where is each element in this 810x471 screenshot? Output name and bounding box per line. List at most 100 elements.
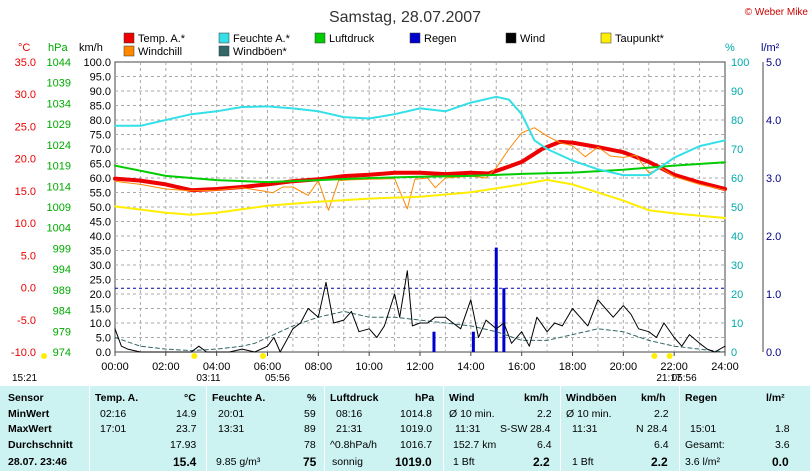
- wind-tick-label: 65.0: [90, 159, 111, 171]
- rain-tick-label: 2.0: [766, 231, 781, 243]
- legend-swatch: [409, 32, 421, 44]
- legend-label: Taupunkt*: [615, 33, 665, 45]
- pressure-tick-label: 1029: [47, 119, 71, 131]
- rain-today: 3.6 l/m²: [685, 456, 721, 468]
- x-tick-label: 16:00: [508, 361, 536, 373]
- humidity-tick-label: 10: [731, 318, 743, 330]
- gust-avg: 6.4: [654, 439, 669, 451]
- rain-tick-label: 3.0: [766, 173, 781, 185]
- axis-unit-labels: °C hPa km/h% l/m²: [18, 42, 780, 54]
- x-tick-label: 00:00: [101, 361, 129, 373]
- temp-tick-label: 30.0: [15, 89, 36, 101]
- gust-max: 28.4: [647, 423, 668, 435]
- legend-swatch: [123, 45, 135, 57]
- humidity-now: 75: [303, 455, 317, 469]
- credit-label: © Weber Mike: [745, 7, 809, 18]
- rain-bar: [471, 331, 475, 352]
- series-line: [114, 270, 726, 353]
- x-tick-label: 24:00: [711, 361, 739, 373]
- x-tick-label: 04:00: [203, 361, 231, 373]
- wind-tick-label: 5.0: [96, 333, 111, 345]
- chart-axes: 35.0 30.0 25.0 20.0 15.0 10.0 5.0 0.0 -5.0 -10.0 1…: [11, 57, 781, 359]
- temp-tick-label: -5.0: [17, 315, 36, 327]
- legend-label: Temp. A.*: [138, 33, 186, 45]
- temp-tick-label: 5.0: [21, 250, 36, 262]
- humidity-max: 89: [304, 423, 316, 435]
- wind-tick-label: 50.0: [90, 202, 111, 214]
- sun-time-label: 05:56: [265, 373, 290, 384]
- sun-marker: [191, 353, 198, 359]
- humidity-tick-label: 20: [731, 289, 743, 301]
- pressure-tick-label: 1024: [47, 140, 71, 152]
- gust-min: 2.2: [654, 408, 669, 420]
- pressure-tick-label: 1039: [47, 78, 71, 90]
- pressure-tick-label: 1019: [47, 161, 71, 173]
- humidity-unit: %: [307, 392, 317, 404]
- rain-tick-label: 4.0: [766, 115, 781, 127]
- gust-unit: km/h: [641, 392, 666, 404]
- x-tick-label: 22:00: [660, 361, 688, 373]
- wind-tick-label: 20.0: [90, 289, 111, 301]
- x-tick-label: 08:00: [305, 361, 333, 373]
- rain-tick-label: 0.0: [766, 347, 781, 359]
- legend-swatch: [314, 32, 326, 44]
- humidity-tick-label: 30: [731, 260, 743, 272]
- rain-bar: [432, 331, 436, 352]
- chart-grid: [114, 61, 726, 353]
- sun-marker: [651, 353, 658, 359]
- legend-label: Feuchte A.*: [233, 33, 291, 45]
- legend-label: Luftdruck: [329, 33, 375, 45]
- pressure-min: 1014.8: [400, 408, 433, 420]
- wind-tick-label: 35.0: [90, 246, 111, 258]
- wind-tick-label: 30.0: [90, 260, 111, 272]
- wind-avg: 6.4: [537, 439, 552, 451]
- pressure-tick-label: 989: [53, 285, 71, 297]
- temp-unit: °C: [184, 392, 196, 404]
- chart-title: Samstag, 28.07.2007: [329, 9, 481, 26]
- legend-label: Wind: [520, 33, 545, 45]
- chart-series: [113, 95, 727, 353]
- series-line: [114, 127, 726, 211]
- humidity-tick-label: 90: [731, 86, 743, 98]
- wind-header: Wind: [449, 392, 475, 404]
- humidity-tick-label: 50: [731, 202, 743, 214]
- pressure-tick-label: 1014: [47, 181, 71, 193]
- wind-tick-label: 75.0: [90, 130, 111, 142]
- x-tick-label: 10:00: [355, 361, 383, 373]
- rain-max-time: 15:01: [690, 423, 717, 435]
- humidity-min: 59: [304, 408, 316, 420]
- humidity-tick-label: 40: [731, 231, 743, 243]
- series-line: [114, 178, 726, 219]
- wind-tick-label: 0.0: [96, 347, 111, 359]
- x-tick-label: 18:00: [559, 361, 587, 373]
- sun-time-label: 05:56: [672, 373, 697, 384]
- row-label-min: MinWert: [8, 408, 50, 420]
- pressure-tick-label: 1044: [47, 57, 71, 69]
- wind-distance: 152.7 km: [453, 439, 497, 451]
- wind-tick-label: 85.0: [90, 101, 111, 113]
- rain-bar: [502, 288, 506, 352]
- humidity-abs: 9.85 g/m³: [216, 456, 261, 468]
- temp-now: 15.4: [173, 455, 197, 469]
- pressure-trend: ^0.8hPa/h: [330, 439, 377, 451]
- pressure-unit-label: hPa: [48, 42, 68, 54]
- wind-tick-label: 90.0: [90, 86, 111, 98]
- rain-total-label: Gesamt:: [685, 439, 725, 451]
- gust-min-label: Ø 10 min.: [566, 408, 612, 420]
- temp-min: 14.9: [176, 408, 197, 420]
- sun-marker: [259, 353, 266, 359]
- rain-max: 1.8: [775, 423, 790, 435]
- row-label-avg: Durchschnitt: [8, 439, 73, 451]
- x-tick-label: 12:00: [406, 361, 434, 373]
- humidity-unit-label: %: [725, 42, 735, 54]
- legend-swatch: [123, 32, 135, 44]
- wind-tick-label: 80.0: [90, 115, 111, 127]
- temp-tick-label: 20.0: [15, 154, 36, 166]
- series-line: [114, 161, 726, 184]
- wind-now: 2.2: [533, 455, 550, 469]
- temp-tick-label: 35.0: [15, 57, 36, 69]
- pressure-header: Luftdruck: [330, 392, 379, 404]
- wind-tick-label: 40.0: [90, 231, 111, 243]
- humidity-tick-label: 60: [731, 173, 743, 185]
